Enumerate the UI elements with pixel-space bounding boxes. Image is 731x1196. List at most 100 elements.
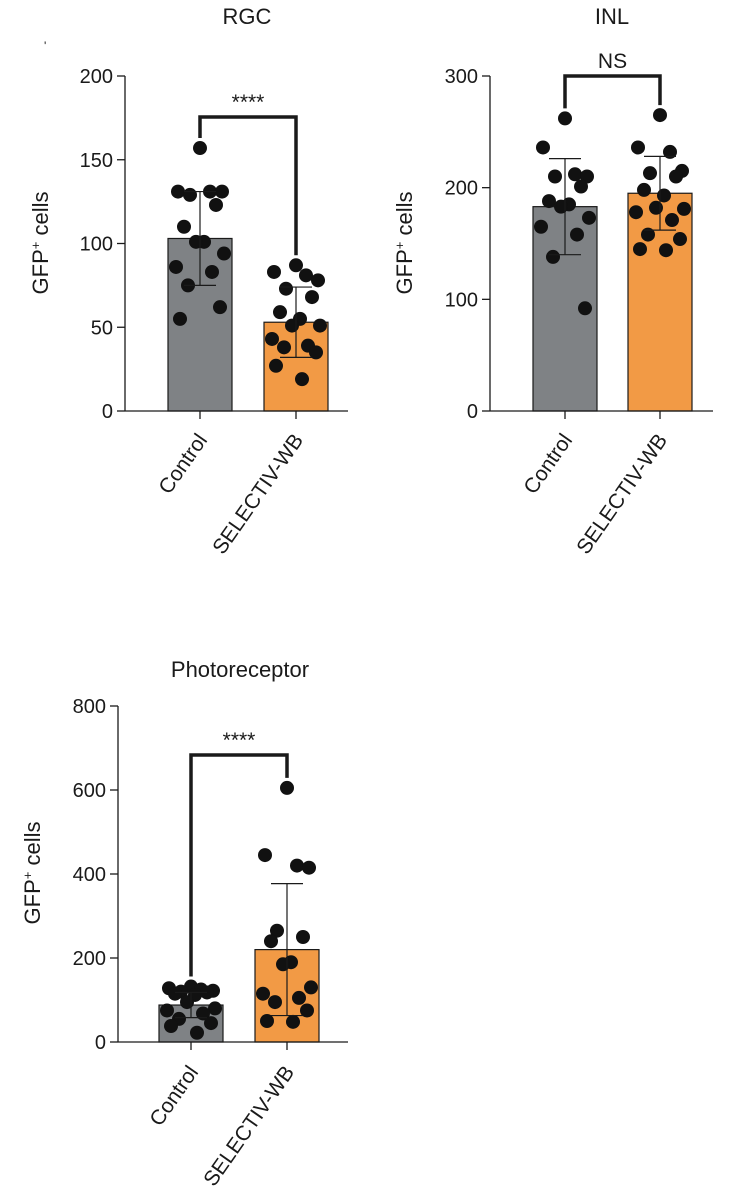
data-point [300, 1003, 314, 1018]
data-point [643, 166, 657, 181]
data-point [554, 199, 568, 214]
data-point [164, 1019, 178, 1034]
data-point [673, 232, 687, 247]
data-point [286, 1014, 300, 1029]
data-point [653, 108, 667, 123]
data-point [168, 986, 182, 1001]
data-point [276, 957, 290, 972]
data-point [641, 227, 655, 242]
data-point [190, 1025, 204, 1040]
y-tick-label: 0 [102, 401, 113, 423]
data-point [213, 300, 227, 315]
data-point [264, 934, 278, 949]
y-tick-label: 200 [80, 66, 113, 88]
panel-title: Photoreceptor [171, 657, 309, 682]
data-point [189, 234, 203, 249]
y-tick-label: 0 [467, 401, 478, 423]
data-point [304, 980, 318, 995]
stray-mark: ' [44, 39, 46, 53]
data-point [290, 858, 304, 873]
data-point [169, 259, 183, 274]
data-point [269, 358, 283, 373]
data-point [558, 111, 572, 126]
data-point [270, 923, 284, 938]
x-tick-label: SELECTIV-WB [572, 430, 672, 559]
x-tick-label: SELECTIV-WB [199, 1062, 299, 1191]
data-point [659, 243, 673, 258]
y-axis-label: GFP+ cells [28, 192, 53, 295]
data-point [205, 264, 219, 279]
significance-label: NS [598, 50, 627, 73]
y-tick-label: 300 [445, 66, 478, 88]
y-tick-label: 150 [80, 150, 113, 172]
panel-title: INL [595, 4, 629, 29]
x-tick-label: Control [154, 430, 212, 499]
y-tick-label: 800 [73, 696, 106, 718]
data-point [536, 140, 550, 155]
data-point [289, 258, 303, 273]
data-point [580, 169, 594, 184]
data-point [160, 1003, 174, 1018]
data-point [196, 1006, 210, 1021]
y-tick-label: 600 [73, 780, 106, 802]
data-point [183, 187, 197, 202]
data-point [171, 184, 185, 199]
x-tick-label: Control [145, 1062, 203, 1131]
data-point [305, 290, 319, 305]
y-tick-label: 0 [95, 1032, 106, 1054]
data-point [309, 345, 323, 360]
data-point [177, 219, 191, 234]
data-point [548, 169, 562, 184]
data-point [663, 144, 677, 159]
data-point [546, 249, 560, 264]
data-point [180, 995, 194, 1010]
data-point [657, 188, 671, 203]
data-point [649, 200, 663, 215]
data-point [215, 184, 229, 199]
rgc-panel: RGC GFP+ cells 0 50 100 150 200 ControlSELECTIV… [28, 4, 348, 559]
data-point [295, 372, 309, 387]
y-tick-label: 100 [445, 289, 478, 311]
y-tick-label: 50 [91, 317, 113, 339]
data-point [280, 780, 294, 795]
inl-panel: INL GFP+ cells 0 100 200 300 ControlSELECTIV-W… [392, 4, 713, 559]
data-point [313, 318, 327, 333]
data-point [217, 246, 231, 261]
data-point [570, 227, 584, 242]
photoreceptor-panel: Photoreceptor GFP+ cells 0 200 400 600 800 Cont… [20, 657, 348, 1191]
data-point [273, 305, 287, 320]
data-point [265, 331, 279, 346]
data-point [193, 141, 207, 156]
data-point [260, 1014, 274, 1028]
data-point [209, 197, 223, 212]
data-point [267, 264, 281, 279]
data-point [256, 986, 270, 1001]
data-point [568, 167, 582, 182]
significance-label: **** [232, 91, 265, 114]
data-point [542, 194, 556, 209]
data-point [277, 340, 291, 355]
significance-bracket [563, 74, 662, 109]
significance-label: **** [223, 729, 256, 752]
data-point [208, 1001, 222, 1016]
data-point [311, 273, 325, 288]
significance-bracket [189, 753, 289, 977]
y-axis-label: GFP+ cells [20, 822, 45, 925]
data-point [629, 205, 643, 220]
data-point [582, 210, 596, 225]
y-tick-label: 100 [80, 234, 113, 256]
data-point [258, 848, 272, 863]
data-point [665, 213, 679, 228]
y-tick-label: 400 [73, 864, 106, 886]
data-point [669, 169, 683, 184]
significance-bracket [198, 115, 298, 256]
data-point [574, 179, 588, 194]
data-point [173, 311, 187, 326]
data-point [631, 140, 645, 155]
data-point [204, 1016, 218, 1031]
data-point [637, 182, 651, 197]
panel-title: RGC [223, 4, 272, 29]
data-point [285, 318, 299, 333]
y-axis-label: GFP+ cells [392, 192, 417, 295]
